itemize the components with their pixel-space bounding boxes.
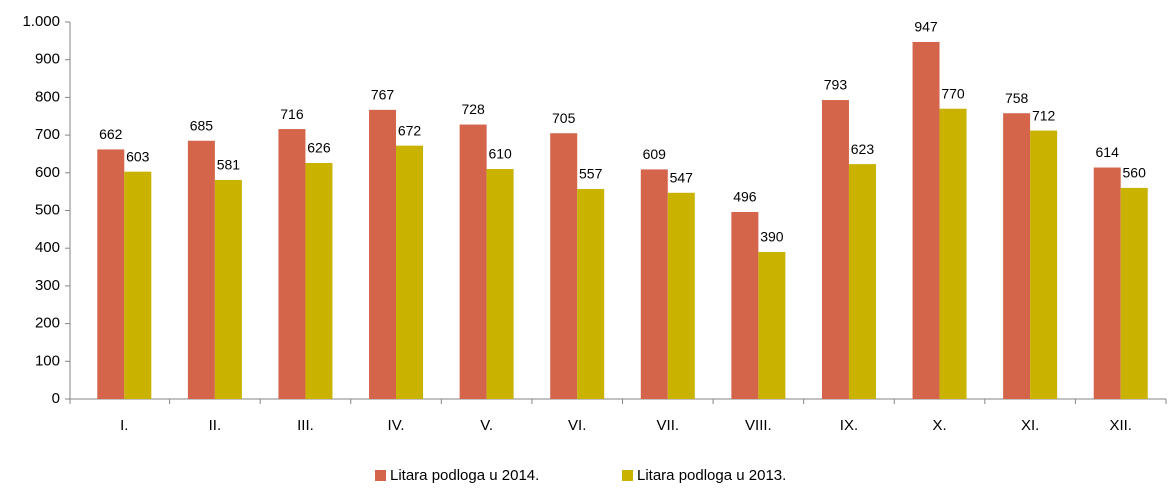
y-tick-label: 100: [35, 352, 60, 369]
bar: [821, 100, 849, 399]
data-label: 705: [552, 110, 576, 126]
bar: [214, 179, 242, 399]
y-tick-label: 200: [35, 315, 60, 332]
data-label: 610: [488, 146, 512, 162]
y-tick-label: 0: [52, 390, 60, 407]
legend-swatch: [622, 470, 633, 481]
bar: [912, 41, 940, 400]
data-label: 547: [670, 169, 694, 185]
y-tick-label: 900: [35, 51, 60, 68]
data-label: 758: [1005, 90, 1029, 106]
bar: [1120, 187, 1148, 399]
data-label: 770: [941, 85, 965, 101]
bar: [369, 109, 397, 399]
y-tick-label: 400: [35, 239, 60, 256]
bar: [758, 251, 786, 399]
x-tick-label: XII.: [1109, 417, 1132, 434]
x-tick-label: XI.: [1021, 417, 1039, 434]
data-label: 712: [1032, 107, 1056, 123]
bar: [640, 169, 668, 399]
x-tick-label: IV.: [388, 417, 405, 434]
x-tick-label: X.: [932, 417, 946, 434]
bar: [278, 129, 306, 399]
y-tick-label: 1.000: [22, 13, 60, 30]
bar: [731, 212, 759, 399]
x-tick-label: III.: [297, 417, 314, 434]
data-label: 496: [733, 189, 757, 205]
data-label: 390: [760, 229, 784, 245]
data-label: 603: [126, 148, 150, 164]
bar: [550, 133, 578, 399]
x-tick-label: II.: [209, 417, 222, 434]
bar: [1003, 113, 1031, 399]
y-tick-label: 500: [35, 201, 60, 218]
data-label: 793: [824, 77, 848, 93]
y-tick-label: 800: [35, 88, 60, 105]
data-label: 626: [307, 140, 331, 156]
bar: [187, 140, 215, 399]
x-tick-label: I.: [120, 417, 128, 434]
bar: [1030, 130, 1058, 400]
legend-label: Litara podloga u 2013.: [637, 467, 786, 484]
data-label: 623: [851, 141, 875, 157]
bar: [124, 171, 152, 399]
data-label: 560: [1123, 165, 1147, 181]
bar: [459, 124, 487, 399]
data-label: 557: [579, 166, 603, 182]
y-tick-label: 300: [35, 277, 60, 294]
data-label: 947: [914, 19, 938, 35]
x-tick-label: VI.: [568, 417, 586, 434]
bar: [97, 149, 125, 399]
data-label: 767: [371, 87, 395, 103]
bar: [396, 145, 424, 399]
data-label: 716: [280, 106, 304, 122]
x-tick-label: V.: [480, 417, 493, 434]
bar: [667, 192, 695, 399]
data-label: 581: [217, 157, 241, 173]
data-label: 662: [99, 126, 123, 142]
bar: [486, 169, 514, 399]
data-label: 728: [461, 101, 485, 117]
bar: [939, 108, 967, 400]
x-tick-label: VIII.: [745, 417, 772, 434]
legend-label: Litara podloga u 2014.: [390, 467, 539, 484]
data-label: 609: [643, 146, 667, 162]
bar: [305, 162, 333, 399]
legend-swatch: [375, 470, 386, 481]
bar: [848, 164, 876, 399]
y-tick-label: 600: [35, 164, 60, 181]
x-tick-label: VII.: [657, 417, 680, 434]
data-label: 614: [1096, 144, 1120, 160]
bar: [1093, 167, 1121, 399]
y-tick-label: 700: [35, 126, 60, 143]
data-label: 685: [190, 117, 214, 133]
bar: [577, 189, 605, 399]
data-label: 672: [398, 122, 422, 138]
x-tick-label: IX.: [840, 417, 858, 434]
